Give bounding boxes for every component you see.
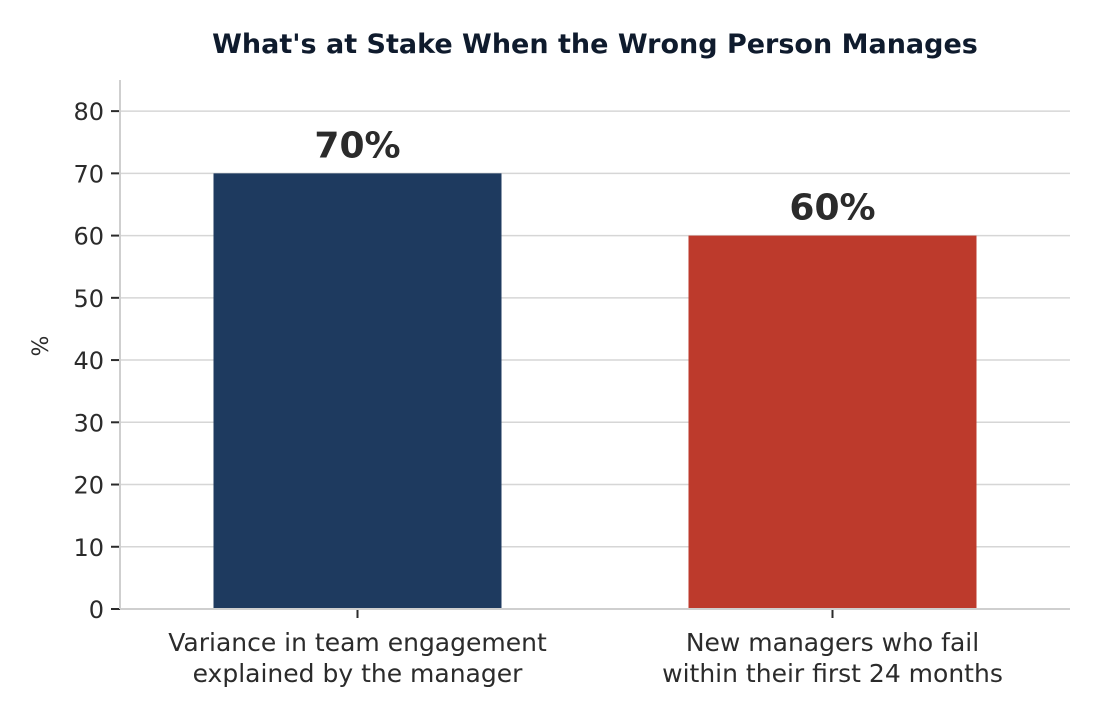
y-tick-label: 50 bbox=[73, 285, 104, 313]
labels: 0 10 20 30 40 50 60 70 80 70% Variance in team eng… bbox=[73, 98, 1002, 688]
x-tick-label: Variance in team engagement bbox=[168, 628, 547, 657]
bar bbox=[688, 235, 977, 609]
bar-value-label: 70% bbox=[314, 125, 400, 166]
y-tick-label: 40 bbox=[73, 347, 104, 375]
y-tick-label: 10 bbox=[73, 534, 104, 562]
x-tick-label: explained by the manager bbox=[193, 659, 524, 688]
bars bbox=[213, 173, 977, 609]
x-tick-label: within their first 24 months bbox=[662, 659, 1003, 688]
x-tick-label: New managers who fail bbox=[686, 628, 979, 657]
y-tick-label: 70 bbox=[73, 160, 104, 188]
bar bbox=[213, 173, 502, 609]
chart-title: What's at Stake When the Wrong Person Ma… bbox=[212, 29, 978, 60]
y-tick-label: 0 bbox=[89, 596, 104, 624]
bar-value-label: 60% bbox=[789, 188, 875, 229]
y-tick-label: 60 bbox=[73, 223, 104, 251]
y-tick-label: 30 bbox=[73, 409, 104, 437]
y-tick-label: 80 bbox=[73, 98, 104, 126]
axes bbox=[111, 80, 1070, 618]
y-axis-label: % bbox=[29, 336, 54, 357]
y-tick-label: 20 bbox=[73, 472, 104, 500]
